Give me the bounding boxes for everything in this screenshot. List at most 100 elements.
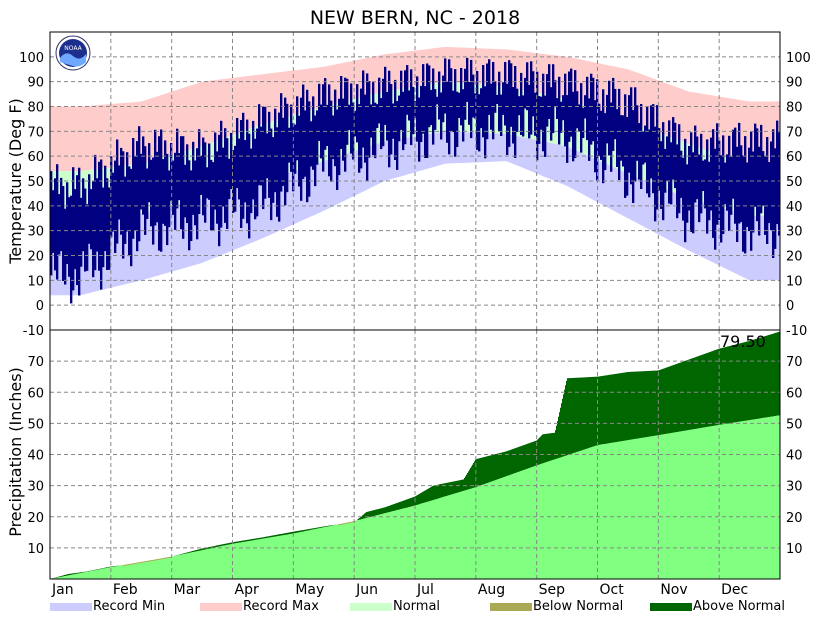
normal-precip-bar [132, 563, 134, 579]
normal-precip-bar [745, 420, 747, 579]
normal-precip-bar [519, 471, 521, 579]
normal-precip-bar [428, 501, 430, 579]
above-normal-precip-bar [446, 482, 448, 496]
above-normal-precip-bar [575, 377, 577, 453]
normal-precip-bar [149, 561, 151, 579]
normal-precip-bar [265, 538, 267, 579]
normal-precip-bar [252, 540, 254, 579]
above-normal-precip-bar [761, 337, 763, 419]
above-normal-precip-bar [776, 332, 778, 416]
normal-precip-bar [626, 440, 628, 579]
above-normal-precip-bar [605, 375, 607, 444]
above-normal-precip-bar [95, 569, 97, 571]
normal-precip-bar [599, 444, 601, 579]
normal-precip-bar [238, 542, 240, 579]
observed-day-bar [452, 90, 455, 133]
temperature-tick-label: 10 [27, 274, 44, 289]
observed-day-bar [328, 84, 331, 177]
above-normal-precip-bar [643, 371, 645, 438]
normal-precip-bar [94, 570, 96, 579]
normal-precip-bar [246, 541, 248, 579]
above-normal-precip-bar [241, 540, 243, 543]
observed-day-bar [756, 128, 759, 222]
above-normal-precip-bar [756, 338, 758, 419]
normal-precip-bar [157, 559, 159, 579]
normal-precip-bar [361, 519, 363, 579]
above-normal-precip-bar [632, 371, 634, 440]
above-normal-precip-bar [220, 544, 222, 547]
above-normal-precip-bar [681, 362, 683, 432]
above-normal-precip-bar [279, 534, 281, 536]
above-normal-precip-bar [485, 456, 487, 484]
normal-precip-bar [343, 523, 345, 579]
normal-precip-bar [699, 428, 701, 579]
above-normal-precip-bar [368, 511, 370, 518]
month-label: May [295, 582, 324, 598]
normal-precip-bar [376, 515, 378, 579]
observed-day-bar [92, 181, 95, 278]
observed-day-bar [680, 150, 683, 198]
observed-day-bar [236, 118, 239, 189]
above-normal-precip-bar [714, 350, 716, 426]
normal-precip-bar [724, 424, 726, 579]
above-normal-precip-bar [703, 354, 705, 428]
above-normal-precip-bar [316, 527, 318, 529]
observed-day-bar [528, 84, 531, 139]
normal-precip-bar [584, 449, 586, 579]
observed-day-bar [224, 128, 227, 223]
normal-precip-bar [295, 533, 297, 579]
temperature-tick-label: 50 [27, 175, 44, 190]
precipitation-tick-label: 10 [27, 542, 44, 557]
normal-precip-bar [82, 572, 84, 579]
observed-day-bar [704, 159, 707, 209]
observed-day-bar [538, 96, 541, 144]
observed-day-bar [362, 70, 365, 148]
above-normal-precip-bar [257, 538, 259, 540]
observed-day-bar [676, 144, 679, 219]
observed-day-bar [370, 104, 373, 138]
observed-day-bar [662, 122, 665, 221]
month-label: Mar [174, 582, 201, 598]
above-normal-precip-bar [499, 453, 501, 479]
above-normal-precip-bar [234, 541, 236, 544]
above-normal-precip-bar [253, 538, 255, 541]
normal-precip-bar [266, 538, 268, 579]
observed-day-bar [200, 155, 203, 195]
normal-precip-bar [544, 462, 546, 579]
observed-day-bar [542, 73, 545, 152]
above-normal-precip-bar [201, 548, 203, 551]
observed-day-bar [354, 110, 357, 137]
above-normal-precip-bar [569, 378, 571, 455]
observed-day-bar [84, 188, 87, 272]
above-normal-precip-bar [216, 545, 218, 548]
normal-precip-bar [348, 523, 350, 579]
normal-precip-bar [225, 545, 227, 579]
normal-precip-bar [733, 422, 735, 579]
normal-precip-bar [302, 531, 304, 579]
observed-day-bar [68, 197, 71, 277]
observed-day-bar [60, 177, 63, 252]
above-normal-precip-bar [268, 536, 270, 538]
normal-precip-bar [159, 559, 161, 579]
normal-precip-bar [492, 481, 494, 579]
above-normal-precip-bar [101, 568, 103, 569]
above-normal-precip-bar [603, 375, 605, 445]
below-normal-precip-bar [159, 558, 161, 560]
observed-day-bar [506, 83, 509, 155]
precipitation-tick-label: 20 [27, 511, 44, 526]
above-normal-precip-bar [297, 531, 299, 533]
above-normal-precip-bar [760, 337, 762, 419]
normal-precip-bar [259, 539, 261, 579]
above-normal-precip-bar [465, 476, 467, 491]
above-normal-precip-bar [656, 370, 658, 436]
temperature-tick-label: 20 [27, 250, 44, 265]
above-normal-precip-bar [321, 526, 323, 528]
above-normal-precip-bar [103, 568, 105, 569]
month-label: Apr [235, 582, 259, 598]
observed-day-bar [90, 189, 93, 250]
normal-precip-bar [214, 547, 216, 579]
normal-precip-bar [260, 539, 262, 579]
above-normal-precip-bar [694, 357, 696, 430]
legend-label: Record Min [93, 599, 165, 614]
month-label: Feb [113, 582, 138, 598]
